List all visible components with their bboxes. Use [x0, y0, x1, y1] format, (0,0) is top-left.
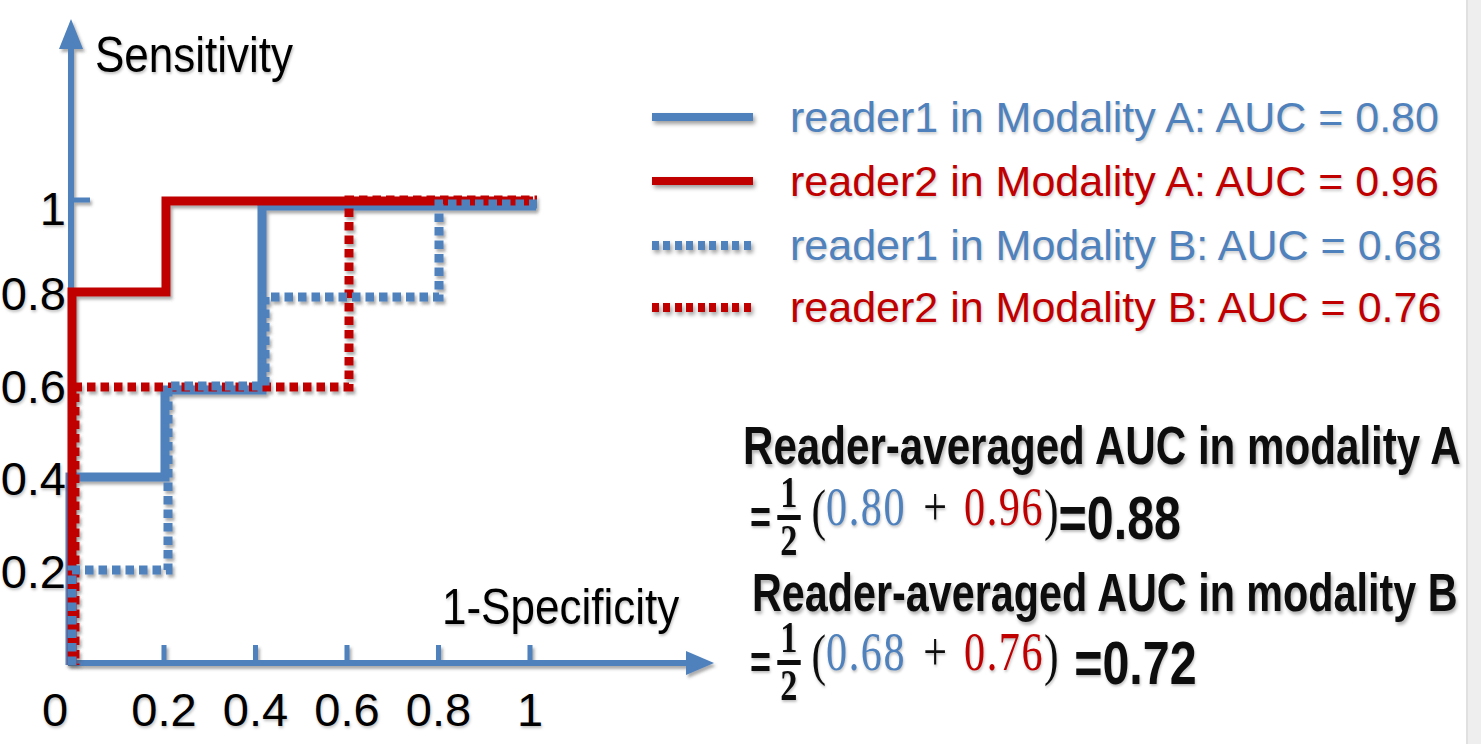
legend-dotted-line-swatch	[652, 241, 753, 250]
legend-item: reader1 in Modality A: AUC = 0.80	[652, 86, 1439, 148]
open-paren: (	[812, 627, 827, 683]
legend-item: reader2 in Modality A: AUC = 0.96	[652, 150, 1439, 212]
close-paren: )	[1044, 482, 1059, 538]
auc-value-reader2-a: 0.96	[964, 480, 1044, 534]
reader-averaged-auc-title-a: Reader-averaged AUC in modality A	[743, 414, 1461, 476]
auc-value-reader1-a: 0.80	[826, 480, 906, 534]
fraction-denominator: 2	[780, 668, 797, 704]
x-tick-label: 0.2	[131, 682, 196, 737]
y-tick-label: 0.4	[1, 451, 66, 506]
legend-label: reader2 in Modality B: AUC = 0.76	[790, 283, 1441, 332]
roc-analysis-slide: Sensitivity 1-Specificity 0 0.2 0.4 0.6 0.8 1…	[0, 0, 1481, 744]
x-tick-label: 0.8	[406, 682, 471, 737]
x-axis-title: 1-Specificity	[442, 578, 679, 636]
x-tick-label: 0.4	[223, 682, 288, 737]
fraction-denominator: 2	[780, 523, 797, 559]
average-auc-a: =0.88	[1059, 482, 1181, 553]
legend-label: reader1 in Modality A: AUC = 0.80	[790, 93, 1439, 142]
slide-edge	[1466, 0, 1481, 744]
legend-label: reader2 in Modality A: AUC = 0.96	[790, 157, 1439, 206]
legend-item: reader2 in Modality B: AUC = 0.76	[652, 276, 1441, 338]
fraction-numerator: 1	[780, 475, 797, 511]
axes	[59, 19, 714, 675]
equation-modality-a: = 1 2 ( 0.80 + 0.96 ) =0.88	[750, 477, 1181, 557]
auc-value-reader2-b: 0.76	[964, 625, 1044, 679]
plus-sign: +	[923, 480, 947, 534]
average-auc-b: =0.72	[1074, 627, 1196, 698]
open-paren: (	[812, 482, 827, 538]
fraction-one-half: 1 2	[777, 620, 800, 703]
equals-sign: =	[750, 635, 771, 689]
x-tick-label: 1	[517, 682, 543, 737]
plus-sign: +	[923, 625, 947, 679]
legend-dotted-line-swatch	[652, 303, 753, 312]
reader-averaged-auc-title-b: Reader-averaged AUC in modality B	[752, 561, 1458, 623]
legend-label: reader1 in Modality B: AUC = 0.68	[790, 221, 1441, 270]
x-tick-label: 0.6	[314, 682, 379, 737]
legend-solid-line-swatch	[652, 113, 753, 121]
auc-value-reader1-b: 0.68	[826, 625, 906, 679]
y-tick-label: 1	[40, 181, 66, 236]
legend-item: reader1 in Modality B: AUC = 0.68	[652, 214, 1441, 276]
fraction-numerator: 1	[780, 620, 797, 656]
y-axis-title: Sensitivity	[95, 26, 293, 84]
fraction-one-half: 1 2	[777, 475, 800, 558]
equation-modality-b: = 1 2 ( 0.68 + 0.76 ) =0.72	[750, 622, 1197, 702]
x-tick-label: 0	[42, 682, 68, 737]
y-tick-label: 0.2	[1, 543, 66, 598]
y-tick-label: 0.8	[1, 266, 66, 321]
equals-sign: =	[750, 490, 771, 544]
legend-solid-line-swatch	[652, 177, 753, 185]
close-paren: )	[1044, 627, 1059, 683]
y-tick-label: 0.6	[1, 358, 66, 413]
